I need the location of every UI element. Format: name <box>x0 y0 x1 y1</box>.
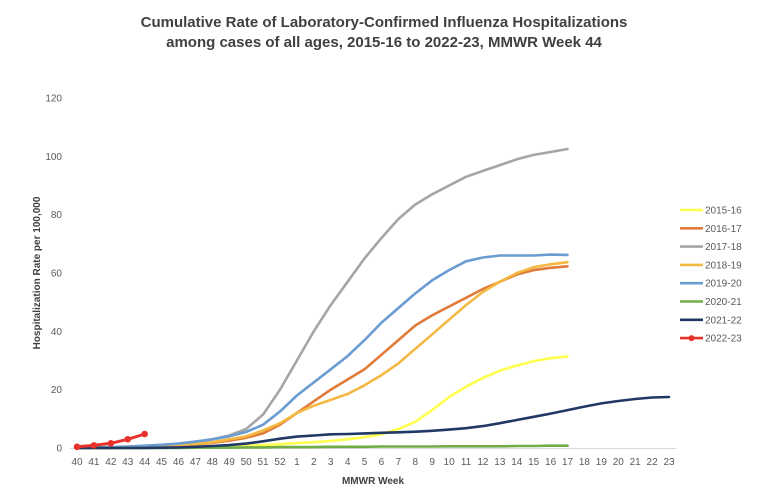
legend-label: 2018-19 <box>705 260 742 271</box>
x-tick-label: 8 <box>413 457 419 468</box>
x-tick-label: 23 <box>663 457 675 468</box>
x-tick-label: 44 <box>139 457 151 468</box>
x-tick-label: 4 <box>345 457 351 468</box>
y-tick-label: 0 <box>56 444 62 455</box>
x-tick-label: 46 <box>173 457 185 468</box>
legend-marker <box>688 335 695 342</box>
x-tick-label: 40 <box>71 457 83 468</box>
series-line-2019-20 <box>75 253 569 450</box>
legend-label: 2019-20 <box>705 279 742 290</box>
x-tick-label: 22 <box>647 457 659 468</box>
x-tick-label: 7 <box>396 457 402 468</box>
x-tick-label: 50 <box>241 457 253 468</box>
legend-label: 2017-18 <box>705 242 742 253</box>
chart-subtitle: among cases of all ages, 2015-16 to 2022… <box>166 34 602 51</box>
legend-item-2021-22: 2021-22 <box>680 315 742 326</box>
series-line-2016-17 <box>75 264 569 450</box>
x-tick-label: 52 <box>274 457 286 468</box>
x-tick-label: 43 <box>122 457 134 468</box>
y-tick-label: 60 <box>51 269 63 280</box>
legend-item-2017-18: 2017-18 <box>680 242 742 253</box>
y-tick-label: 80 <box>51 210 63 221</box>
series-line-2018-19 <box>75 260 569 450</box>
x-tick-label: 45 <box>156 457 168 468</box>
series-line-2021-22 <box>75 395 671 450</box>
x-tick-label: 21 <box>630 457 642 468</box>
x-tick-label: 14 <box>511 457 523 468</box>
x-tick-label: 6 <box>379 457 385 468</box>
x-tick-label: 20 <box>613 457 625 468</box>
x-tick-label: 9 <box>429 457 435 468</box>
y-tick-label: 100 <box>45 152 62 163</box>
x-tick-label: 16 <box>545 457 557 468</box>
x-tick-label: 47 <box>190 457 202 468</box>
legend-item-2018-19: 2018-19 <box>680 260 742 271</box>
data-point-2022-23 <box>141 430 148 438</box>
legend-label: 2020-21 <box>705 297 742 308</box>
legend-item-2019-20: 2019-20 <box>680 279 742 290</box>
legend-item-2022-23: 2022-23 <box>680 334 742 345</box>
y-tick-label: 40 <box>51 327 63 338</box>
x-tick-label: 13 <box>494 457 506 468</box>
legend-item-2020-21: 2020-21 <box>680 297 742 308</box>
legend-label: 2015-16 <box>705 206 742 217</box>
data-point-2022-23 <box>124 435 132 443</box>
data-point-2022-23 <box>73 443 81 451</box>
x-tick-label: 18 <box>579 457 591 468</box>
data-point-2022-23 <box>90 442 98 449</box>
x-tick-label: 42 <box>105 457 117 468</box>
x-tick-label: 15 <box>528 457 540 468</box>
x-tick-label: 10 <box>444 457 456 468</box>
legend-label: 2022-23 <box>705 334 742 345</box>
x-tick-label: 5 <box>362 457 368 468</box>
y-tick-label: 120 <box>45 94 62 105</box>
x-tick-label: 2 <box>311 457 317 468</box>
x-tick-label: 1 <box>294 457 300 468</box>
x-axis-label: MMWR Week <box>342 476 404 487</box>
x-tick-label: 19 <box>596 457 608 468</box>
chart-title: Cumulative Rate of Laboratory-Confirmed … <box>141 14 628 31</box>
x-tick-label: 51 <box>257 457 269 468</box>
legend-label: 2021-22 <box>705 315 742 326</box>
legend-label: 2016-17 <box>705 224 742 235</box>
x-tick-label: 41 <box>88 457 100 468</box>
x-tick-label: 48 <box>207 457 219 468</box>
legend-item-2015-16: 2015-16 <box>680 206 742 217</box>
y-axis-label: Hospitalization Rate per 100,000 <box>32 196 43 349</box>
legend-item-2016-17: 2016-17 <box>680 224 742 235</box>
y-tick-label: 20 <box>51 385 63 396</box>
data-point-2022-23 <box>107 440 115 447</box>
x-tick-label: 49 <box>224 457 236 468</box>
x-tick-label: 12 <box>477 457 489 468</box>
x-tick-label: 11 <box>461 457 472 468</box>
x-tick-label: 3 <box>328 457 334 468</box>
x-tick-label: 17 <box>562 457 574 468</box>
